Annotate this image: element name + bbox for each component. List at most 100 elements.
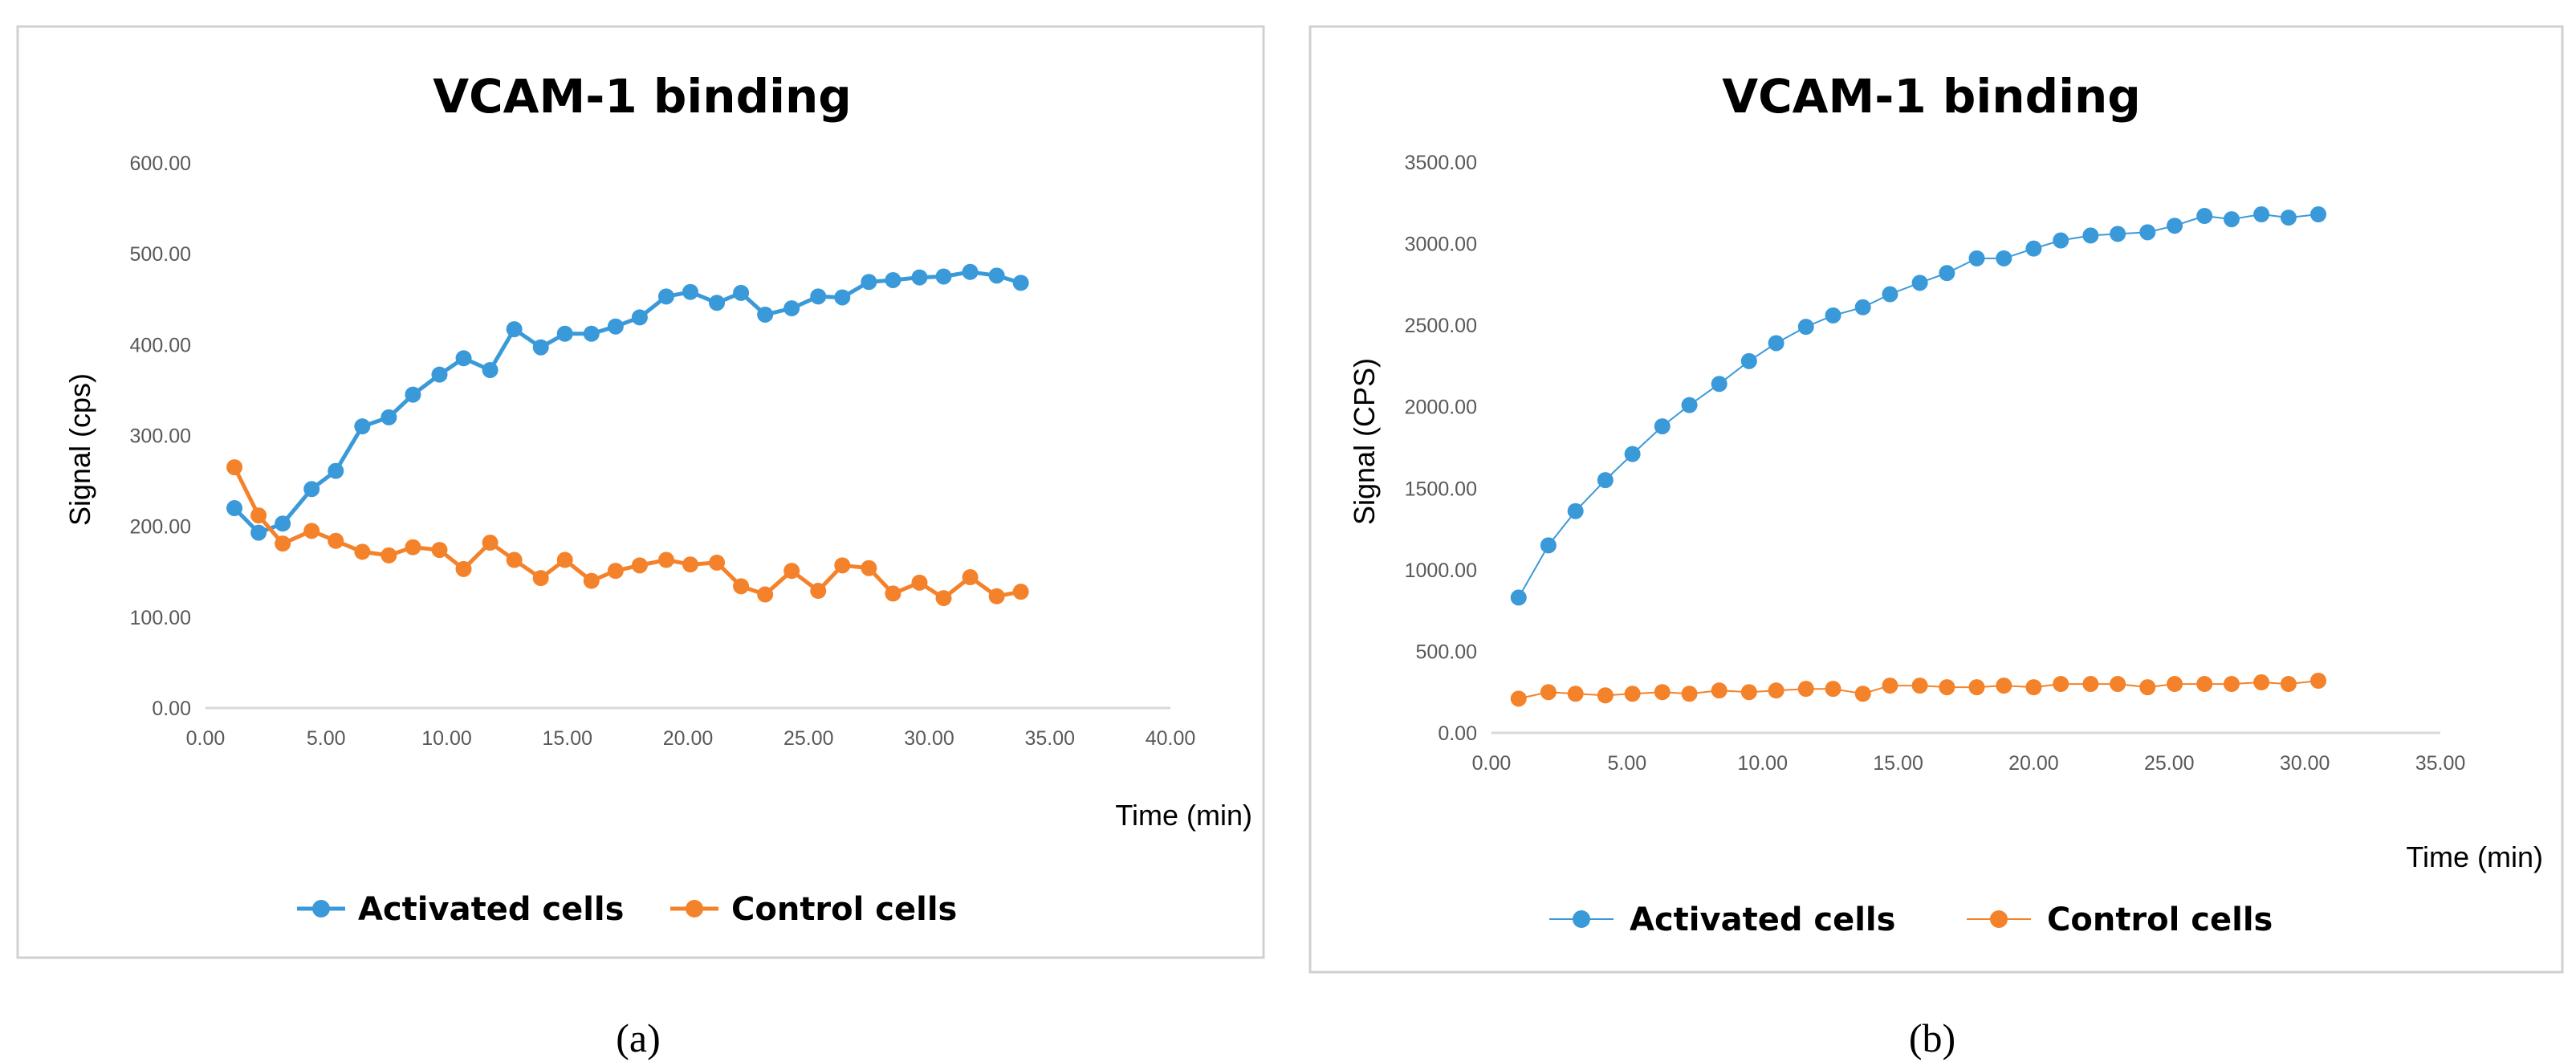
y-tick-label: 1000.00 bbox=[1405, 559, 1477, 582]
legend-activated-label-b: Activated cells bbox=[1630, 901, 1895, 938]
chart-a-series bbox=[226, 263, 1029, 607]
data-point-activated bbox=[783, 300, 800, 317]
y-tick-label: 1500.00 bbox=[1405, 478, 1477, 500]
data-point-control bbox=[1854, 686, 1871, 702]
data-point-control bbox=[733, 578, 750, 595]
data-point-activated bbox=[1854, 299, 1871, 315]
legend-activated-label: Activated cells bbox=[358, 891, 624, 928]
data-point-activated bbox=[2167, 218, 2183, 234]
data-point-control bbox=[757, 586, 774, 603]
chart-a-frame bbox=[16, 25, 1265, 959]
chart-b-legend: Activated cells Control cells bbox=[1549, 901, 2273, 938]
data-point-activated bbox=[482, 362, 499, 379]
legend-control-label: Control cells bbox=[731, 891, 957, 928]
data-point-control bbox=[583, 572, 600, 589]
chart-b-y-ticks: 0.00 500.00 1000.00 1500.00 2000.00 2500.00 30… bbox=[1405, 152, 1477, 745]
data-point-control bbox=[380, 547, 397, 564]
data-point-control bbox=[657, 551, 674, 568]
data-point-activated bbox=[303, 481, 320, 498]
chart-a-svg: VCAM-1 binding 0.00 100.00 200.00 300.00 400… bbox=[16, 25, 1265, 1060]
chart-a-y-axis-title: Signal (cps) bbox=[63, 373, 96, 526]
data-point-control bbox=[275, 535, 291, 552]
data-point-activated bbox=[1012, 275, 1029, 291]
data-point-control bbox=[2082, 676, 2099, 693]
data-point-activated bbox=[2196, 208, 2213, 225]
data-point-activated bbox=[2310, 206, 2327, 223]
data-point-activated bbox=[1597, 472, 1614, 489]
data-point-control bbox=[2196, 676, 2213, 693]
y-tick-label: 500.00 bbox=[130, 243, 191, 266]
y-tick-label: 3500.00 bbox=[1405, 152, 1477, 174]
data-point-control bbox=[1996, 677, 2012, 694]
data-point-activated bbox=[1540, 537, 1557, 554]
data-point-control bbox=[885, 585, 901, 602]
data-point-control bbox=[2253, 674, 2270, 691]
chart-panel-a: VCAM-1 binding 0.00 100.00 200.00 300.00 400… bbox=[0, 0, 1284, 1062]
data-point-control bbox=[2223, 676, 2240, 693]
data-point-activated bbox=[250, 524, 267, 541]
data-point-control bbox=[532, 570, 549, 587]
data-point-activated bbox=[709, 295, 726, 311]
data-point-control bbox=[2110, 676, 2126, 693]
chart-b-title: VCAM-1 binding bbox=[1722, 69, 2141, 124]
data-point-activated bbox=[2053, 232, 2069, 249]
data-point-activated bbox=[657, 288, 674, 305]
chart-b-frame bbox=[1308, 25, 2564, 974]
data-point-control bbox=[1597, 687, 1614, 704]
data-point-activated bbox=[1567, 503, 1584, 519]
data-point-activated bbox=[988, 267, 1005, 284]
data-point-control bbox=[834, 557, 851, 574]
data-point-activated bbox=[431, 366, 448, 383]
y-tick-label: 100.00 bbox=[130, 607, 191, 629]
data-point-control bbox=[2280, 676, 2297, 693]
y-tick-label: 2500.00 bbox=[1405, 315, 1477, 337]
data-point-control bbox=[226, 459, 243, 476]
data-point-control bbox=[1624, 686, 1641, 702]
data-point-activated bbox=[2139, 224, 2156, 241]
data-point-activated bbox=[810, 288, 827, 305]
y-tick-label: 500.00 bbox=[1416, 641, 1477, 663]
data-point-activated bbox=[631, 309, 648, 326]
data-point-control bbox=[506, 551, 523, 568]
data-point-control bbox=[2167, 676, 2183, 693]
data-point-control bbox=[2310, 672, 2327, 689]
data-point-control bbox=[1711, 682, 1728, 699]
caption-b: (b) bbox=[1909, 1015, 1955, 1060]
x-tick-label: 35.00 bbox=[2415, 752, 2466, 775]
data-point-activated bbox=[1797, 319, 1814, 336]
data-point-activated bbox=[834, 289, 851, 306]
data-point-control bbox=[1540, 684, 1557, 701]
data-point-activated bbox=[1654, 418, 1671, 435]
data-point-control bbox=[1825, 681, 1841, 698]
x-tick-label: 5.00 bbox=[1608, 752, 1647, 775]
legend-activated-marker bbox=[312, 900, 330, 918]
data-point-activated bbox=[2253, 206, 2270, 223]
data-point-activated bbox=[607, 318, 624, 335]
data-point-activated bbox=[1825, 307, 1841, 323]
chart-b-y-axis-title: Signal (CPS) bbox=[1348, 358, 1381, 525]
y-tick-label: 200.00 bbox=[130, 516, 191, 539]
data-point-control bbox=[556, 551, 573, 568]
data-point-control bbox=[810, 583, 827, 600]
data-point-activated bbox=[861, 274, 877, 291]
data-point-control bbox=[1567, 686, 1584, 702]
data-point-control bbox=[431, 542, 448, 559]
data-point-control bbox=[962, 569, 979, 586]
chart-b-x-axis-title: Time (min) bbox=[2406, 840, 2543, 873]
data-point-activated bbox=[935, 268, 952, 285]
data-point-control bbox=[1654, 684, 1671, 701]
x-tick-label: 10.00 bbox=[421, 727, 472, 750]
data-point-activated bbox=[328, 462, 344, 479]
data-point-control bbox=[682, 556, 699, 573]
x-tick-label: 15.00 bbox=[542, 727, 592, 750]
chart-a-x-axis-title: Time (min) bbox=[1115, 799, 1252, 832]
data-point-activated bbox=[455, 350, 472, 367]
data-point-activated bbox=[1768, 335, 1784, 352]
caption-a: (a) bbox=[616, 1015, 661, 1060]
chart-b-series bbox=[1510, 206, 2327, 707]
data-point-control bbox=[911, 574, 928, 591]
data-point-control bbox=[328, 532, 344, 549]
data-point-control bbox=[631, 557, 648, 574]
data-point-control bbox=[1882, 677, 1898, 694]
x-tick-label: 40.00 bbox=[1146, 727, 1196, 750]
